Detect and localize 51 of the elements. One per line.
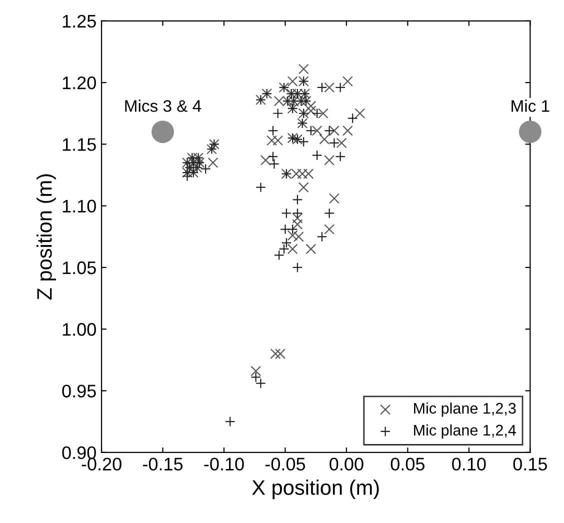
point — [312, 108, 322, 119]
point — [256, 182, 266, 193]
annotation: Mic 1 — [512, 100, 550, 112]
y-tick-label: 1.00 — [62, 323, 96, 336]
x-tick-label: 0.15 — [513, 458, 547, 471]
point — [292, 262, 303, 273]
y-tick-label: 1.15 — [62, 138, 96, 151]
point — [250, 372, 262, 382]
point — [200, 164, 211, 174]
x-tick-label: 0.10 — [452, 458, 486, 471]
point — [298, 136, 309, 147]
point — [335, 82, 346, 93]
y-tick-label: 1.10 — [62, 200, 96, 213]
point — [224, 416, 236, 427]
point — [292, 194, 303, 205]
x-tick-label: -0.15 — [142, 458, 183, 471]
x-tick-label: -0.20 — [82, 458, 122, 471]
x-axis-title: X position (m) — [252, 480, 379, 500]
legend-label: Mic plane 1,2,3 — [414, 402, 516, 417]
point — [306, 125, 316, 136]
point — [268, 158, 280, 170]
point — [280, 224, 290, 234]
point — [312, 150, 322, 161]
point — [335, 151, 346, 162]
point — [268, 125, 278, 136]
point — [316, 231, 328, 242]
annotation: Mics 3 & 4 — [125, 100, 202, 112]
y-tick-label: 0.95 — [62, 384, 96, 398]
point — [347, 113, 358, 124]
point — [287, 224, 298, 234]
y-tick-label: 1.05 — [62, 261, 96, 274]
point — [518, 120, 542, 144]
point — [268, 151, 278, 162]
point — [316, 82, 328, 93]
x-tick-label: -0.05 — [265, 458, 306, 471]
point — [324, 208, 335, 218]
point — [281, 208, 292, 218]
y-tick-label: 0.90 — [62, 446, 96, 460]
point — [328, 138, 340, 148]
y-axis-title: Z position (m) — [36, 174, 56, 300]
point — [324, 125, 335, 136]
x-tick-label: 0.00 — [330, 458, 364, 471]
point — [256, 378, 266, 389]
point — [152, 120, 174, 144]
y-tick-label: 1.25 — [62, 14, 96, 28]
y-tick-label: 1.20 — [62, 76, 96, 90]
x-tick-label: 0.05 — [390, 458, 425, 471]
x-tick-label: -0.10 — [204, 458, 244, 471]
legend-label: Mic plane 1,2,4 — [414, 424, 516, 439]
point — [292, 208, 303, 218]
point — [272, 108, 284, 119]
